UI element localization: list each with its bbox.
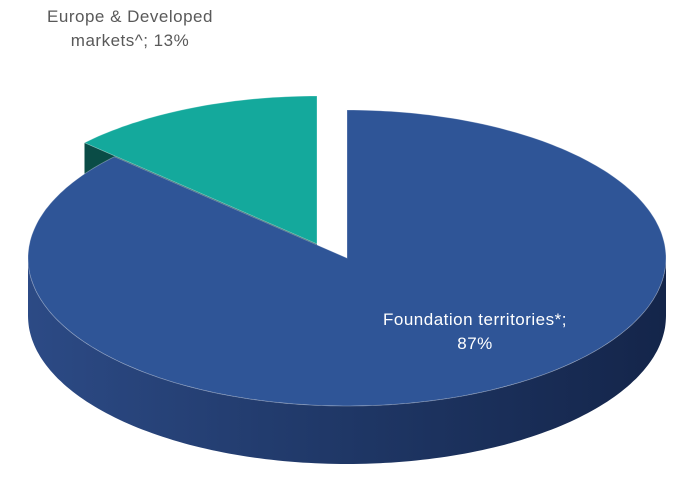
slice-side	[28, 258, 666, 464]
data-label: Foundation territories*; 87%	[383, 310, 567, 353]
slice-top	[83, 95, 318, 245]
slice-top	[27, 109, 667, 407]
data-label: Europe & Developed markets^; 13%	[47, 7, 213, 50]
